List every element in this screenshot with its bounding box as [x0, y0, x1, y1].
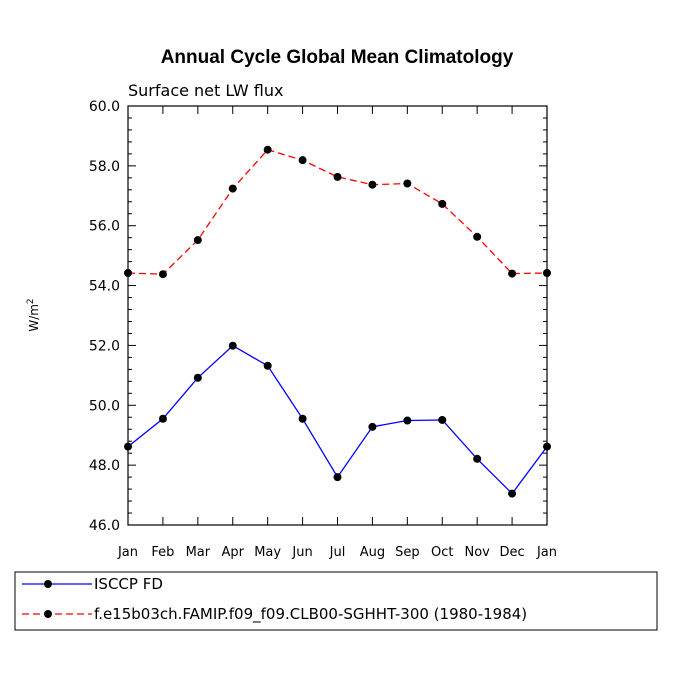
series-0-point [298, 414, 307, 423]
series-1-point [403, 179, 412, 188]
ticks-layer [127, 105, 548, 526]
y-tick-label: 52.0 [89, 338, 120, 354]
legend-label-model: f.e15b03ch.FAMIP.f09_f09.CLB00-SGHHT-300… [94, 605, 527, 624]
series-layer [124, 145, 551, 498]
chart-subtitle: Surface net LW flux [128, 81, 283, 100]
x-tick-label: Jan [536, 545, 557, 560]
series-1-point [333, 172, 342, 181]
series-0-point [438, 415, 447, 424]
series-0-point [193, 373, 202, 382]
x-tick-label: Aug [360, 545, 385, 560]
y-tick-label: 54.0 [89, 279, 120, 295]
plot-frame [127, 105, 548, 526]
series-0-point [368, 422, 377, 431]
series-1-point [263, 145, 272, 154]
legend-marker-isccp [44, 580, 52, 588]
series-0-point [473, 454, 482, 463]
y-tick-label: 58.0 [89, 159, 120, 175]
chart-title: Annual Cycle Global Mean Climatology [161, 47, 514, 68]
y-tick-label: 50.0 [89, 398, 120, 414]
legend: ISCCP FD f.e15b03ch.FAMIP.f09_f09.CLB00-… [14, 571, 658, 631]
x-tick-label: May [254, 545, 281, 560]
y-tick-labels: 46.0 48.0 50.0 52.0 54.0 56.0 58.0 60.0 [89, 99, 120, 534]
x-tick-label: Dec [500, 545, 525, 560]
series-1-point [158, 270, 167, 279]
series-0-point [263, 361, 272, 370]
legend-marker-model [44, 610, 52, 618]
series-1-point [473, 232, 482, 241]
x-tick-label: Nov [464, 545, 490, 560]
x-tick-labels: Jan Feb Mar Apr May Jun Jul Aug Sep Oct Nov Dec Jan [117, 545, 557, 560]
x-tick-label: Mar [186, 545, 211, 560]
x-tick-label: Jan [117, 545, 138, 560]
x-tick-label: Jul [329, 545, 346, 560]
series-1-point [298, 156, 307, 165]
series-0-point [403, 416, 412, 425]
series-line-1 [127, 148, 548, 275]
x-tick-label: Feb [151, 545, 174, 560]
y-tick-label: 60.0 [89, 99, 120, 115]
y-axis-title: W/m2 [26, 298, 41, 331]
x-tick-label: Jun [291, 545, 312, 560]
series-1-point [228, 184, 237, 193]
series-0-point [158, 414, 167, 423]
series-1-point [438, 199, 447, 208]
y-tick-label: 48.0 [89, 458, 120, 474]
series-1-point [193, 236, 202, 245]
series-0-point [333, 473, 342, 482]
y-axis-title-text: W/m [27, 304, 41, 332]
legend-label-isccp: ISCCP FD [94, 575, 163, 593]
x-tick-label: Apr [222, 545, 245, 560]
series-1-point [508, 269, 517, 278]
y-tick-label: 46.0 [89, 518, 120, 534]
series-0-point [508, 489, 517, 498]
y-tick-label: 56.0 [89, 219, 120, 235]
legend-box [14, 571, 658, 631]
series-line-0 [127, 344, 548, 495]
x-tick-label: Oct [431, 545, 453, 560]
series-0-point [228, 341, 237, 350]
series-1-point [368, 180, 377, 189]
y-axis-title-superscript: 2 [26, 298, 36, 304]
x-tick-label: Sep [395, 545, 420, 560]
